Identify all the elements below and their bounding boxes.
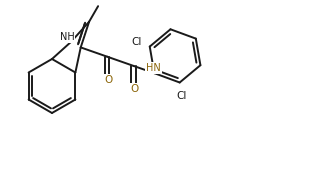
Text: Cl: Cl [131, 37, 142, 47]
Text: NH: NH [60, 32, 74, 42]
Text: O: O [130, 84, 139, 94]
Text: Cl: Cl [177, 91, 187, 101]
Text: O: O [104, 75, 112, 85]
Text: HN: HN [146, 63, 161, 73]
